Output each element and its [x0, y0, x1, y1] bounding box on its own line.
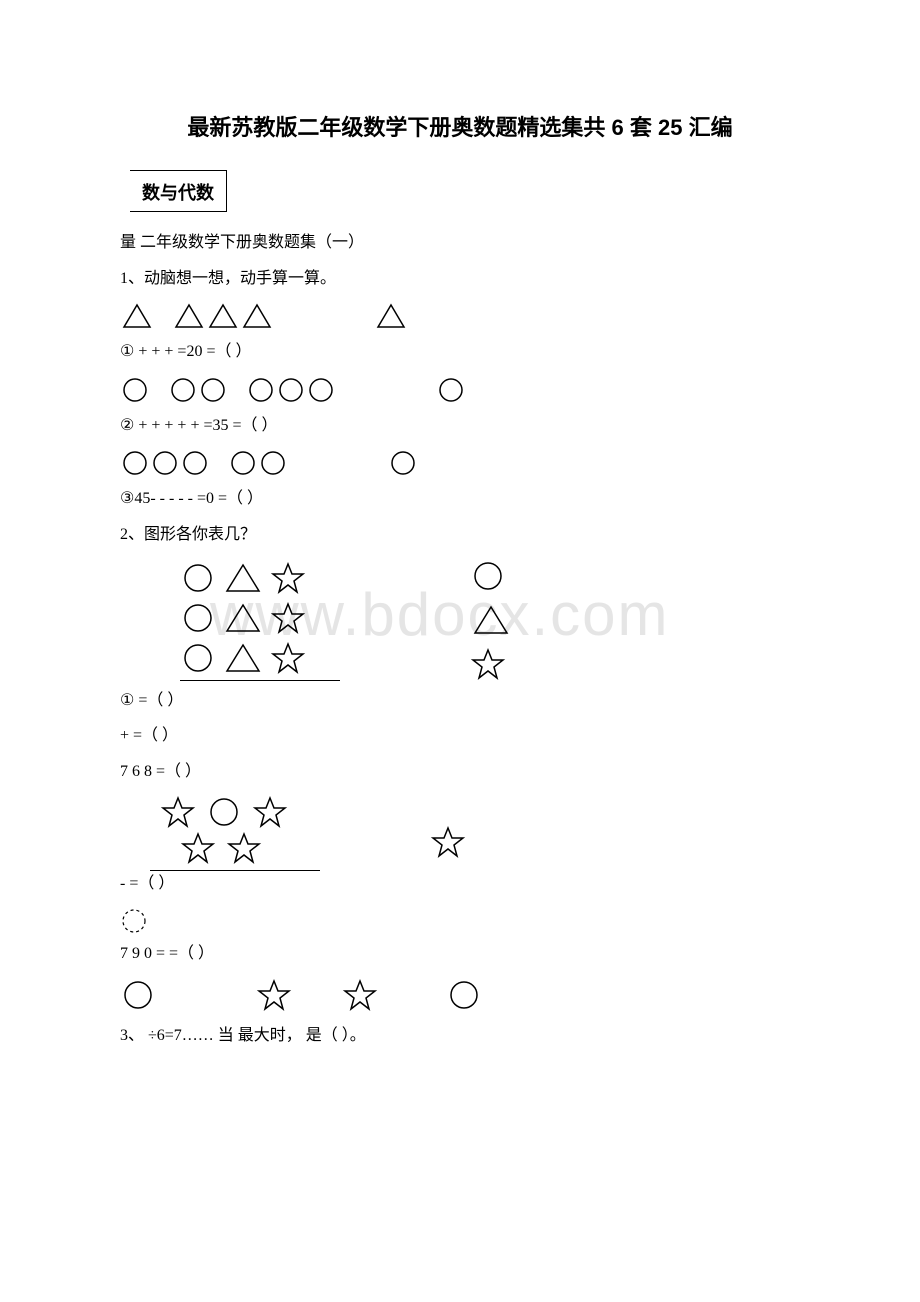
circle-icon: [120, 375, 150, 405]
q1-eq-3: ③45- - - - - =0 =（ ）: [120, 486, 800, 512]
q1-shapes-row-2: [120, 375, 800, 405]
circle-icon: [246, 375, 276, 405]
circle-icon: [180, 600, 216, 636]
star-icon: [342, 977, 378, 1013]
q2-stack-right: [470, 558, 512, 682]
circle-icon: [470, 558, 506, 594]
q2b-left: [150, 794, 320, 871]
q1-eq-1: ① + + + =20 =（ ）: [120, 339, 800, 365]
q2b-right: [430, 824, 466, 860]
circle-icon: [258, 448, 288, 478]
triangle-icon: [470, 602, 512, 638]
circle-icon: [120, 977, 156, 1013]
circle-icon: [180, 560, 216, 596]
star-icon: [226, 830, 262, 866]
q2-prompt: 2、图形各你表几？: [120, 522, 800, 548]
star-icon: [270, 640, 306, 676]
circle-icon: [168, 375, 198, 405]
circle-icon: [180, 448, 210, 478]
q2-eq-c: 7 6 8 =（ ）: [120, 759, 800, 785]
q1-prompt: 1、动脑想一想，动手算一算。: [120, 266, 800, 292]
q2-eq-b: + =（ ）: [120, 723, 800, 749]
circle-icon: [446, 977, 482, 1013]
star-icon: [470, 646, 506, 682]
page-title: 最新苏教版二年级数学下册奥数题精选集共 6 套 25 汇编: [120, 110, 800, 142]
star-icon: [270, 600, 306, 636]
q1-shapes-row-1: [120, 301, 800, 331]
star-icon: [160, 794, 196, 830]
subtitle: 量 二年级数学下册奥数题集（一）: [120, 230, 800, 256]
q1-eq-2: ② + + + + + =35 =（ ）: [120, 413, 800, 439]
triangle-icon: [222, 560, 264, 596]
q2b-diagram: [150, 794, 800, 871]
star-icon: [180, 830, 216, 866]
star-icon: [270, 560, 306, 596]
star-icon: [430, 824, 466, 860]
triangle-icon: [240, 301, 274, 331]
circle-icon: [120, 448, 150, 478]
star-icon: [252, 794, 288, 830]
circle-icon: [436, 375, 466, 405]
circle-icon: [206, 794, 242, 830]
q2-stack-left: [180, 558, 340, 681]
dashed-circle-row: [120, 907, 800, 935]
triangle-icon: [374, 301, 408, 331]
circle-icon: [180, 640, 216, 676]
circle-icon: [228, 448, 258, 478]
q2-bottom-row: [120, 977, 800, 1013]
underline: [180, 680, 340, 681]
circle-icon: [306, 375, 336, 405]
q2-stack-diagram: [180, 558, 800, 682]
q3-prompt: 3、 ÷6=7…… 当 最大时， 是（ ）。: [120, 1023, 800, 1049]
q2-eq-e: 7 9 0 = =（ ）: [120, 941, 800, 967]
triangle-icon: [120, 301, 154, 331]
triangle-icon: [222, 640, 264, 676]
circle-icon: [276, 375, 306, 405]
q2-eq-d: - =（ ）: [120, 871, 800, 897]
star-icon: [256, 977, 292, 1013]
underline: [150, 870, 320, 871]
q1-shapes-row-3: [120, 448, 800, 478]
q2-eq-a: ① =（ ）: [120, 688, 800, 714]
triangle-icon: [222, 600, 264, 636]
section-label: 数与代数: [130, 170, 227, 212]
circle-icon: [150, 448, 180, 478]
circle-icon: [198, 375, 228, 405]
document-content: 最新苏教版二年级数学下册奥数题精选集共 6 套 25 汇编 数与代数 量 二年级…: [0, 0, 920, 1098]
circle-icon: [388, 448, 418, 478]
triangle-icon: [172, 301, 206, 331]
triangle-icon: [206, 301, 240, 331]
dashed-circle-icon: [120, 907, 148, 935]
